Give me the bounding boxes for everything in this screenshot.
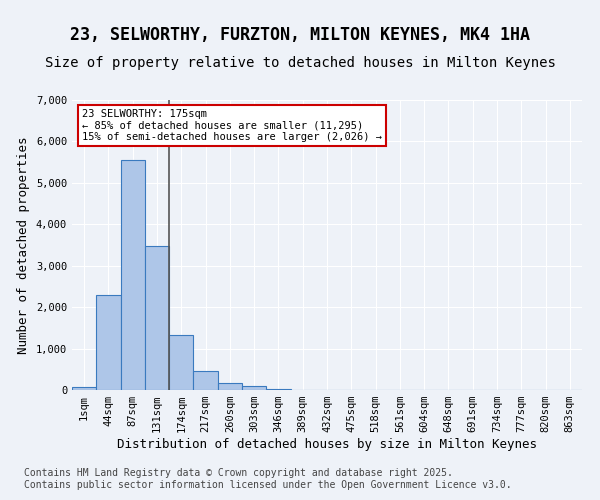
Text: 23, SELWORTHY, FURZTON, MILTON KEYNES, MK4 1HA: 23, SELWORTHY, FURZTON, MILTON KEYNES, M… xyxy=(70,26,530,44)
Bar xyxy=(242,386,266,390)
Bar xyxy=(266,388,290,390)
Bar xyxy=(121,160,145,390)
X-axis label: Distribution of detached houses by size in Milton Keynes: Distribution of detached houses by size … xyxy=(117,438,537,451)
Bar xyxy=(72,387,96,390)
Y-axis label: Number of detached properties: Number of detached properties xyxy=(17,136,31,354)
Bar xyxy=(96,294,121,390)
Text: Size of property relative to detached houses in Milton Keynes: Size of property relative to detached ho… xyxy=(44,56,556,70)
Bar xyxy=(169,336,193,390)
Text: 23 SELWORTHY: 175sqm
← 85% of detached houses are smaller (11,295)
15% of semi-d: 23 SELWORTHY: 175sqm ← 85% of detached h… xyxy=(82,108,382,142)
Bar xyxy=(193,371,218,390)
Text: Contains HM Land Registry data © Crown copyright and database right 2025.
Contai: Contains HM Land Registry data © Crown c… xyxy=(24,468,512,490)
Bar xyxy=(218,383,242,390)
Bar xyxy=(145,246,169,390)
